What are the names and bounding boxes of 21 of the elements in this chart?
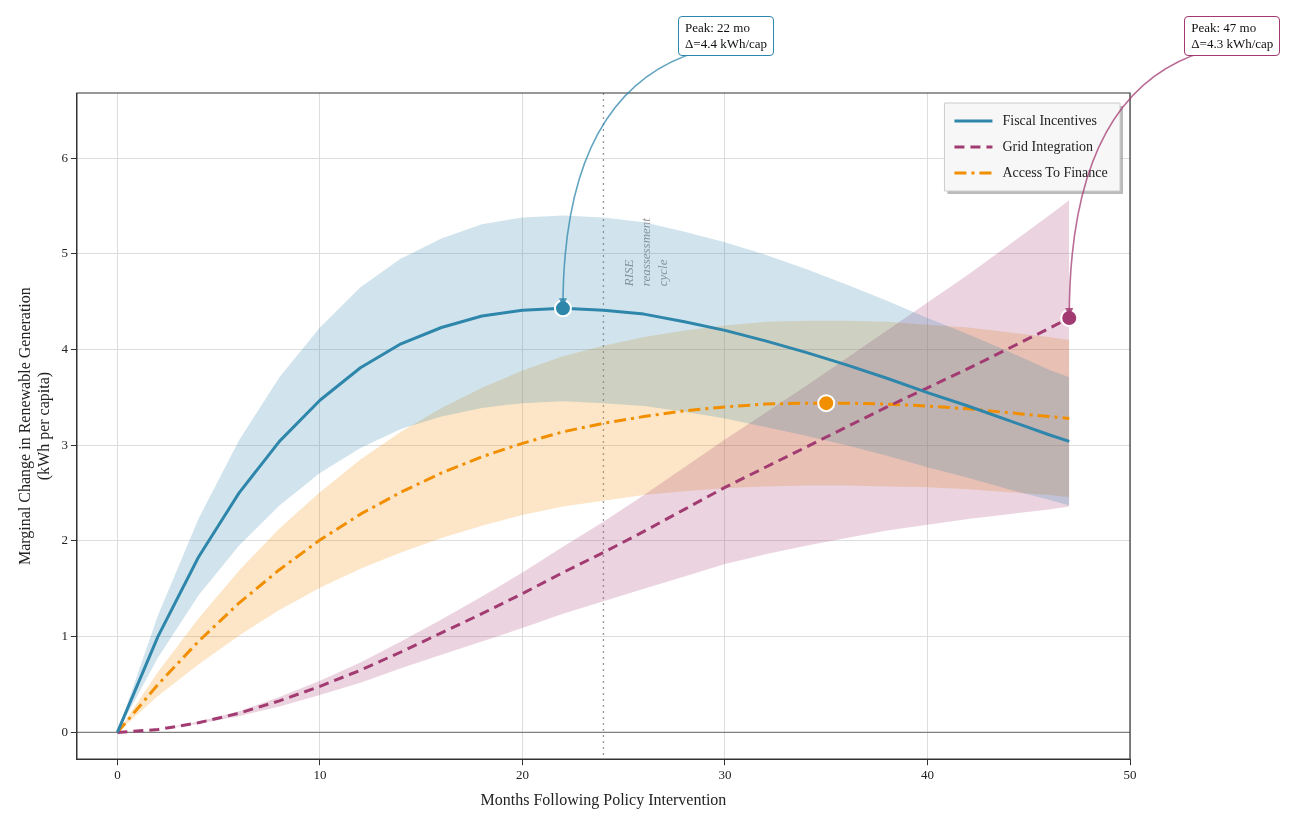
y-tick-label: 3 (61, 436, 68, 452)
x-tick-label: 50 (1123, 767, 1137, 783)
y-tick-label: 1 (61, 628, 68, 644)
legend-label: Fiscal Incentives (1002, 112, 1097, 128)
x-tick-label: 10 (313, 767, 327, 783)
x-tick-label: 40 (920, 767, 934, 783)
x-tick-label: 0 (114, 767, 121, 783)
y-axis-title: Marginal Change in Renewable Generation (kWh per capita) (15, 287, 53, 566)
y-tick-label: 2 (61, 532, 68, 548)
ref-line-label: RISE reassessment cycle (620, 217, 670, 288)
x-axis-title: Months Following Policy Intervention (480, 790, 727, 809)
legend-label: Grid Integration (1002, 138, 1094, 154)
y-tick-label: 6 (61, 149, 69, 165)
x-tick-label: 20 (515, 767, 529, 783)
y-tick-label: 4 (61, 340, 69, 356)
y-tick-label: 5 (61, 245, 68, 261)
point (817, 394, 836, 413)
annotation: Peak: 22 mo Δ=4.4 kWh/cap (684, 20, 768, 52)
x-tick-label: 30 (718, 767, 732, 783)
annotation: Peak: 47 mo Δ=4.3 kWh/cap (1191, 20, 1274, 52)
y-tick-label: 0 (61, 723, 68, 739)
